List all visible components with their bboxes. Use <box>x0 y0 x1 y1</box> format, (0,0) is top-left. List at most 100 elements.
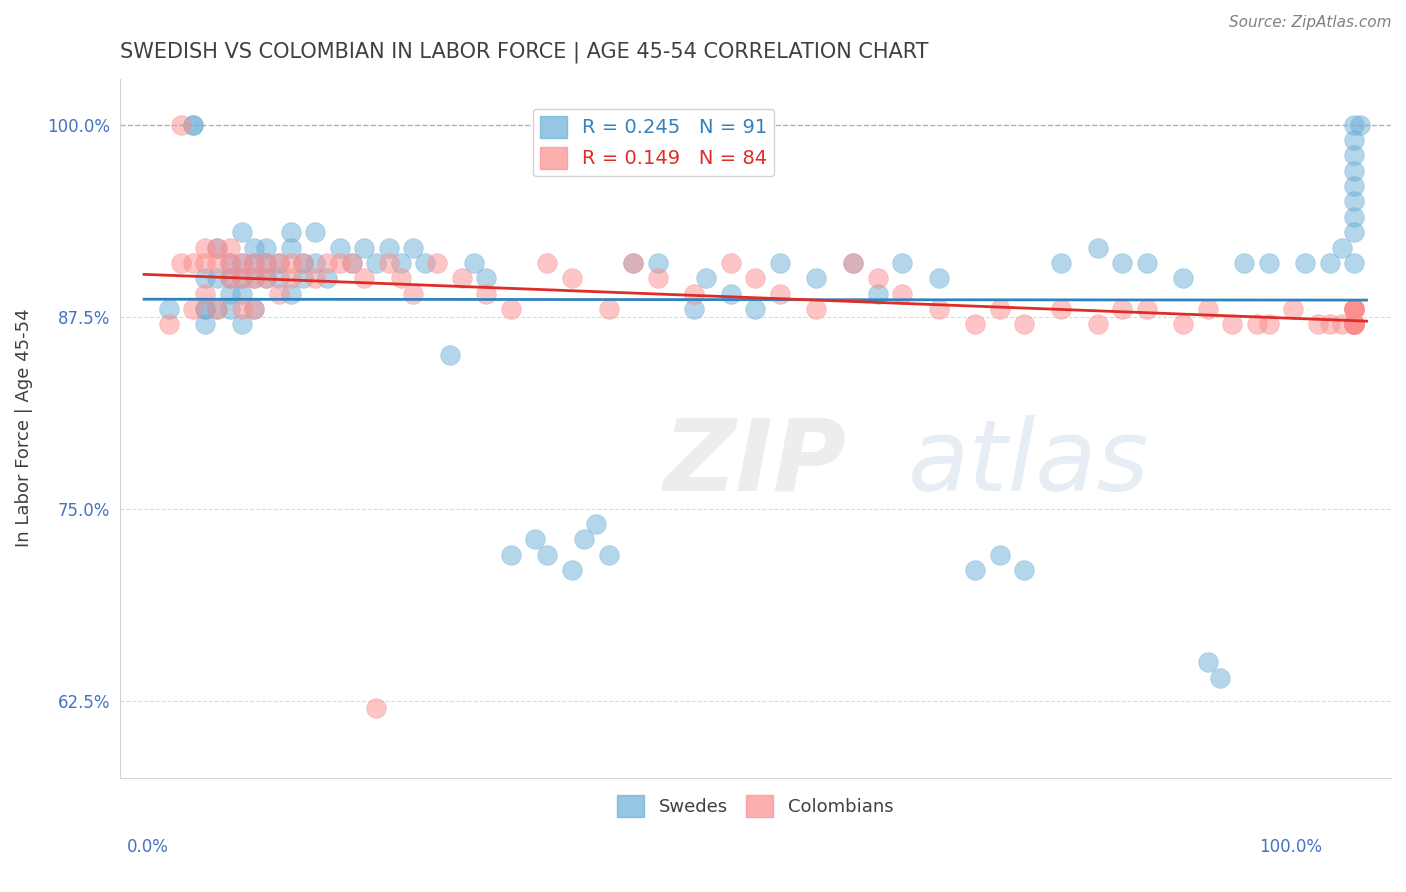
Swedes <box>329 241 352 255</box>
Swedes <box>439 348 461 362</box>
Swedes <box>1331 241 1354 255</box>
Swedes <box>1343 148 1365 162</box>
Colombians <box>561 271 583 285</box>
Swedes <box>353 241 375 255</box>
Colombians <box>218 271 240 285</box>
Swedes <box>1343 133 1365 147</box>
Swedes <box>1343 194 1365 209</box>
Colombians <box>243 301 266 316</box>
Swedes <box>621 256 644 270</box>
Swedes <box>304 256 326 270</box>
Colombians <box>426 256 449 270</box>
Colombians <box>280 271 302 285</box>
Colombians <box>1343 318 1365 332</box>
Swedes <box>291 256 314 270</box>
Swedes <box>1343 225 1365 239</box>
Colombians <box>353 271 375 285</box>
Swedes <box>475 271 498 285</box>
Swedes <box>1197 656 1219 670</box>
Swedes <box>243 271 266 285</box>
Colombians <box>1319 318 1341 332</box>
Colombians <box>965 318 987 332</box>
Swedes <box>1319 256 1341 270</box>
Swedes <box>267 271 290 285</box>
Colombians <box>280 256 302 270</box>
Colombians <box>231 271 253 285</box>
Colombians <box>1282 301 1305 316</box>
Colombians <box>451 271 474 285</box>
Colombians <box>218 241 240 255</box>
Swedes <box>842 256 865 270</box>
Swedes <box>243 256 266 270</box>
Swedes <box>561 563 583 577</box>
Colombians <box>1343 318 1365 332</box>
Colombians <box>1343 318 1365 332</box>
Swedes <box>316 271 339 285</box>
Colombians <box>304 271 326 285</box>
Colombians <box>316 256 339 270</box>
Colombians <box>1343 318 1365 332</box>
Colombians <box>866 271 889 285</box>
Swedes <box>231 271 253 285</box>
Colombians <box>1111 301 1133 316</box>
Colombians <box>720 256 742 270</box>
Colombians <box>366 701 388 715</box>
Swedes <box>366 256 388 270</box>
Colombians <box>499 301 522 316</box>
Swedes <box>218 271 240 285</box>
Swedes <box>1343 179 1365 194</box>
Colombians <box>1087 318 1109 332</box>
Swedes <box>254 241 277 255</box>
Swedes <box>207 271 229 285</box>
Colombians <box>377 256 399 270</box>
Colombians <box>181 301 204 316</box>
Colombians <box>1197 301 1219 316</box>
Swedes <box>243 301 266 316</box>
Swedes <box>1233 256 1256 270</box>
Colombians <box>267 256 290 270</box>
Swedes <box>194 318 217 332</box>
Swedes <box>231 256 253 270</box>
Colombians <box>1012 318 1035 332</box>
Swedes <box>499 548 522 562</box>
Text: 100.0%: 100.0% <box>1258 838 1322 855</box>
Colombians <box>928 301 950 316</box>
Swedes <box>267 256 290 270</box>
Colombians <box>254 256 277 270</box>
Swedes <box>1050 256 1073 270</box>
Swedes <box>231 286 253 301</box>
Swedes <box>683 301 706 316</box>
Swedes <box>1343 210 1365 224</box>
Colombians <box>1246 318 1268 332</box>
Colombians <box>1343 301 1365 316</box>
Swedes <box>304 225 326 239</box>
Colombians <box>254 271 277 285</box>
Swedes <box>769 256 792 270</box>
Swedes <box>1350 118 1372 132</box>
Swedes <box>965 563 987 577</box>
Swedes <box>231 318 253 332</box>
Text: ZIP: ZIP <box>664 415 846 511</box>
Swedes <box>647 256 669 270</box>
Colombians <box>1343 318 1365 332</box>
Colombians <box>1050 301 1073 316</box>
Swedes <box>1209 671 1232 685</box>
Swedes <box>1012 563 1035 577</box>
Colombians <box>683 286 706 301</box>
Swedes <box>377 241 399 255</box>
Colombians <box>329 256 352 270</box>
Colombians <box>1343 318 1365 332</box>
Swedes <box>243 241 266 255</box>
Colombians <box>1257 318 1279 332</box>
Colombians <box>598 301 620 316</box>
Swedes <box>291 271 314 285</box>
Swedes <box>218 256 240 270</box>
Colombians <box>170 256 193 270</box>
Swedes <box>194 301 217 316</box>
Swedes <box>891 256 914 270</box>
Colombians <box>157 318 180 332</box>
Text: 0.0%: 0.0% <box>127 838 169 855</box>
Text: Source: ZipAtlas.com: Source: ZipAtlas.com <box>1229 15 1392 29</box>
Swedes <box>194 301 217 316</box>
Colombians <box>243 256 266 270</box>
